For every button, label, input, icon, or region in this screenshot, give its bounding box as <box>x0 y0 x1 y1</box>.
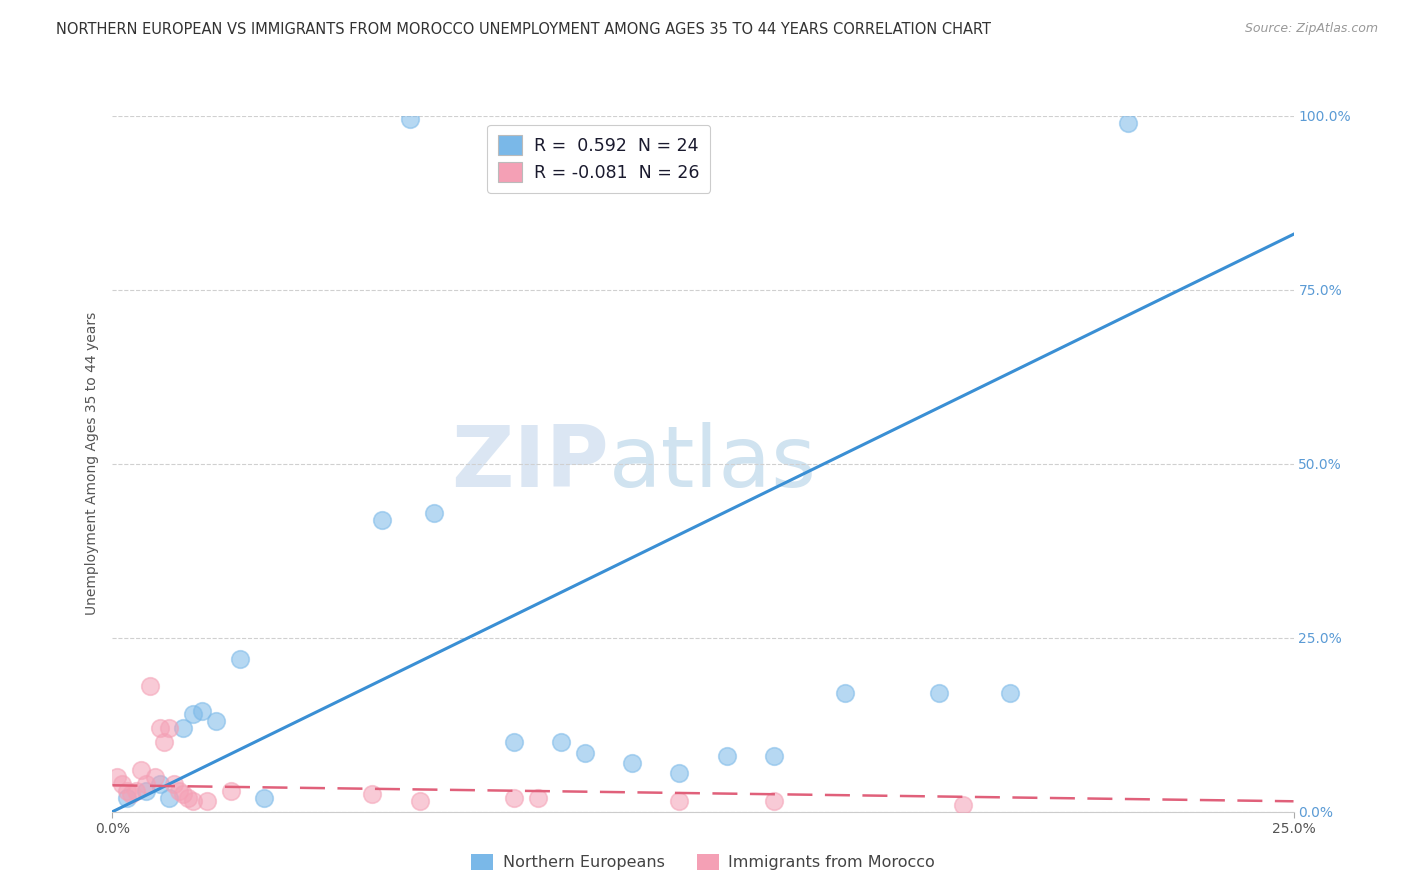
Point <box>115 784 138 798</box>
Point <box>229 651 252 665</box>
Point <box>125 784 148 798</box>
Point <box>399 112 422 127</box>
Point <box>526 790 548 805</box>
Text: ZIP: ZIP <box>451 422 609 506</box>
Point <box>167 784 190 798</box>
Point <box>219 784 242 798</box>
Point <box>550 735 572 749</box>
Point <box>149 721 172 735</box>
Point <box>172 721 194 735</box>
Point <box>143 770 166 784</box>
Point <box>998 686 1021 700</box>
Point <box>115 790 138 805</box>
Point <box>205 714 228 729</box>
Point <box>952 797 974 812</box>
Point <box>371 512 394 526</box>
Point <box>195 794 218 808</box>
Point <box>135 784 157 798</box>
Point <box>129 763 152 777</box>
Point <box>191 704 214 718</box>
Point <box>105 770 128 784</box>
Point <box>163 777 186 791</box>
Legend: Northern Europeans, Immigrants from Morocco: Northern Europeans, Immigrants from Moro… <box>464 847 942 877</box>
Point <box>621 756 644 770</box>
Point <box>422 506 444 520</box>
Point <box>361 788 384 801</box>
Text: NORTHERN EUROPEAN VS IMMIGRANTS FROM MOROCCO UNEMPLOYMENT AMONG AGES 35 TO 44 YE: NORTHERN EUROPEAN VS IMMIGRANTS FROM MOR… <box>56 22 991 37</box>
Point <box>181 794 204 808</box>
Point <box>834 686 856 700</box>
Point <box>762 749 785 764</box>
Point <box>139 680 162 694</box>
Point <box>668 766 690 780</box>
Point <box>157 721 180 735</box>
Point <box>135 777 157 791</box>
Point <box>177 790 200 805</box>
Point <box>503 790 526 805</box>
Y-axis label: Unemployment Among Ages 35 to 44 years: Unemployment Among Ages 35 to 44 years <box>86 312 100 615</box>
Point <box>408 794 430 808</box>
Point <box>253 790 276 805</box>
Point <box>668 794 690 808</box>
Point <box>574 746 596 760</box>
Point <box>181 707 204 722</box>
Point <box>172 788 194 801</box>
Point <box>762 794 785 808</box>
Text: atlas: atlas <box>609 422 817 506</box>
Text: Source: ZipAtlas.com: Source: ZipAtlas.com <box>1244 22 1378 36</box>
Point <box>928 686 950 700</box>
Point <box>503 735 526 749</box>
Point <box>157 790 180 805</box>
Point <box>149 777 172 791</box>
Point <box>120 788 142 801</box>
Point <box>1116 116 1139 130</box>
Point <box>716 749 738 764</box>
Point <box>153 735 176 749</box>
Point <box>111 777 134 791</box>
